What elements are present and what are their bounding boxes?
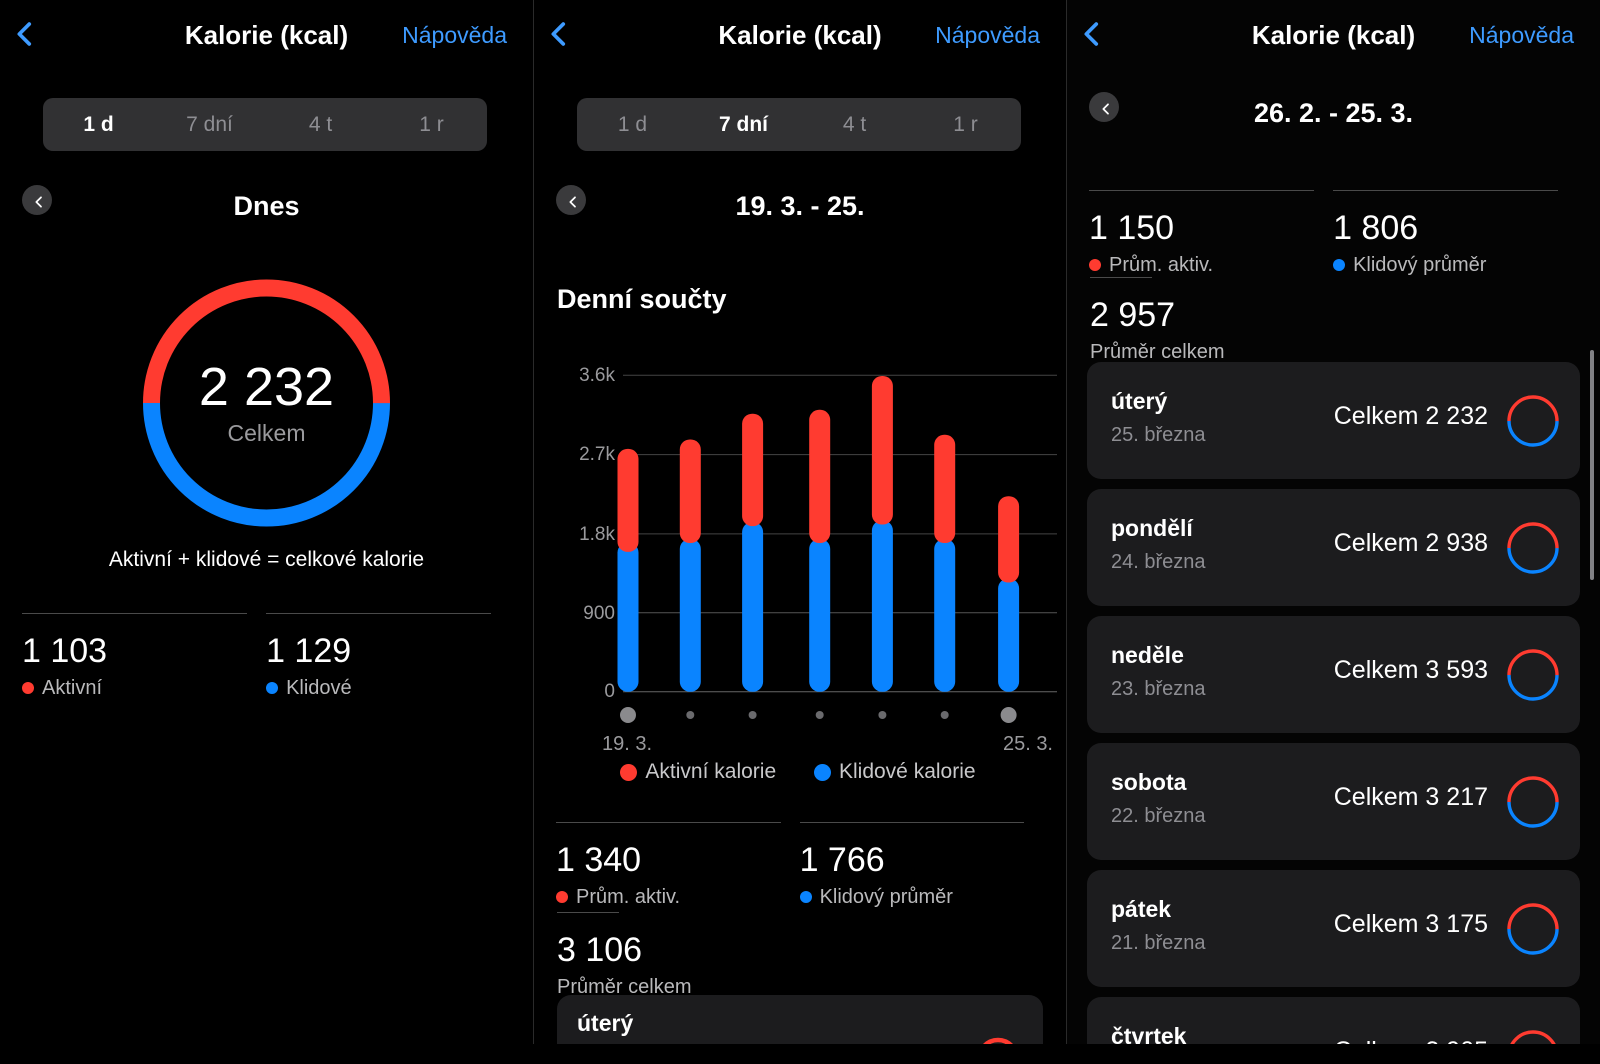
svg-text:2.7k: 2.7k — [579, 444, 615, 465]
svg-text:3.6k: 3.6k — [579, 365, 615, 386]
svg-text:900: 900 — [583, 603, 615, 624]
svg-text:1.8k: 1.8k — [579, 524, 615, 545]
svg-text:0: 0 — [604, 681, 615, 702]
